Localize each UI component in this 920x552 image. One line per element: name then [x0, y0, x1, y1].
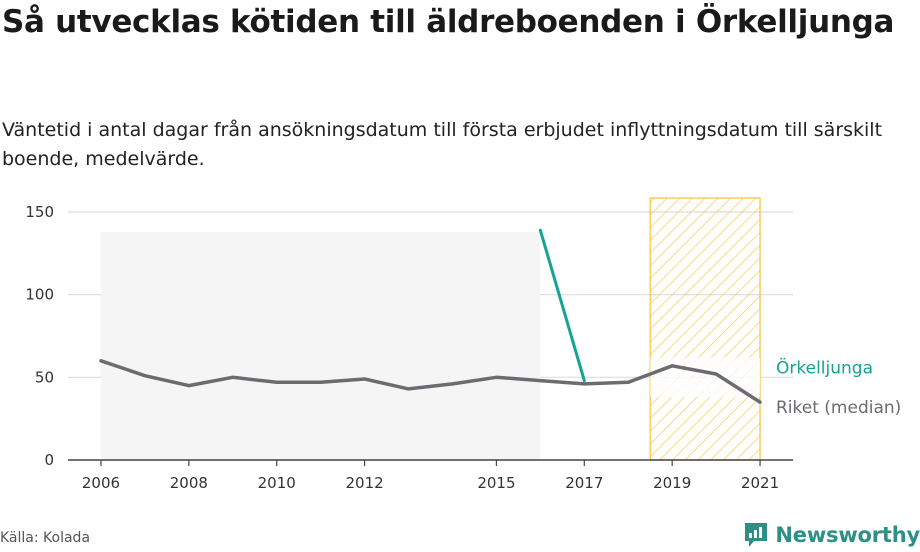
line-chart: 0 50 100 150 2006 2008 2010 2012 2015 2017 2019 202… — [25, 197, 901, 492]
x-tick-label: 2019 — [653, 474, 691, 492]
series-label: Riket (median) — [776, 398, 901, 418]
page-subtitle: Väntetid i antal dagar från ansökningsda… — [2, 119, 883, 170]
series-label: Örkelljunga — [776, 356, 873, 378]
y-tick-label: 150 — [25, 203, 54, 221]
x-tick-label: 2010 — [258, 474, 296, 492]
brand-name: Newsworthy — [775, 523, 920, 547]
source-note: Källa: Kolada — [0, 530, 91, 546]
series-line — [538, 228, 586, 383]
x-tick-label: 2017 — [565, 474, 603, 492]
y-tick-label: 50 — [35, 368, 54, 386]
x-tick-label: 2008 — [170, 474, 208, 492]
y-tick-label: 100 — [25, 286, 54, 304]
x-tick-label: 2006 — [82, 474, 120, 492]
brand-logo[interactable]: Newsworthy — [743, 520, 920, 550]
x-tick-label: 2021 — [741, 474, 779, 492]
y-tick-label: 0 — [44, 451, 54, 469]
newsworthy-logo-icon — [745, 523, 768, 547]
highlight-period — [649, 197, 761, 461]
x-tick-label: 2012 — [345, 474, 383, 492]
x-tick-label: 2015 — [477, 474, 515, 492]
range-band — [100, 231, 541, 460]
page-title: Så utvecklas kötiden till äldreboenden i… — [2, 4, 895, 40]
series-line — [99, 359, 762, 404]
